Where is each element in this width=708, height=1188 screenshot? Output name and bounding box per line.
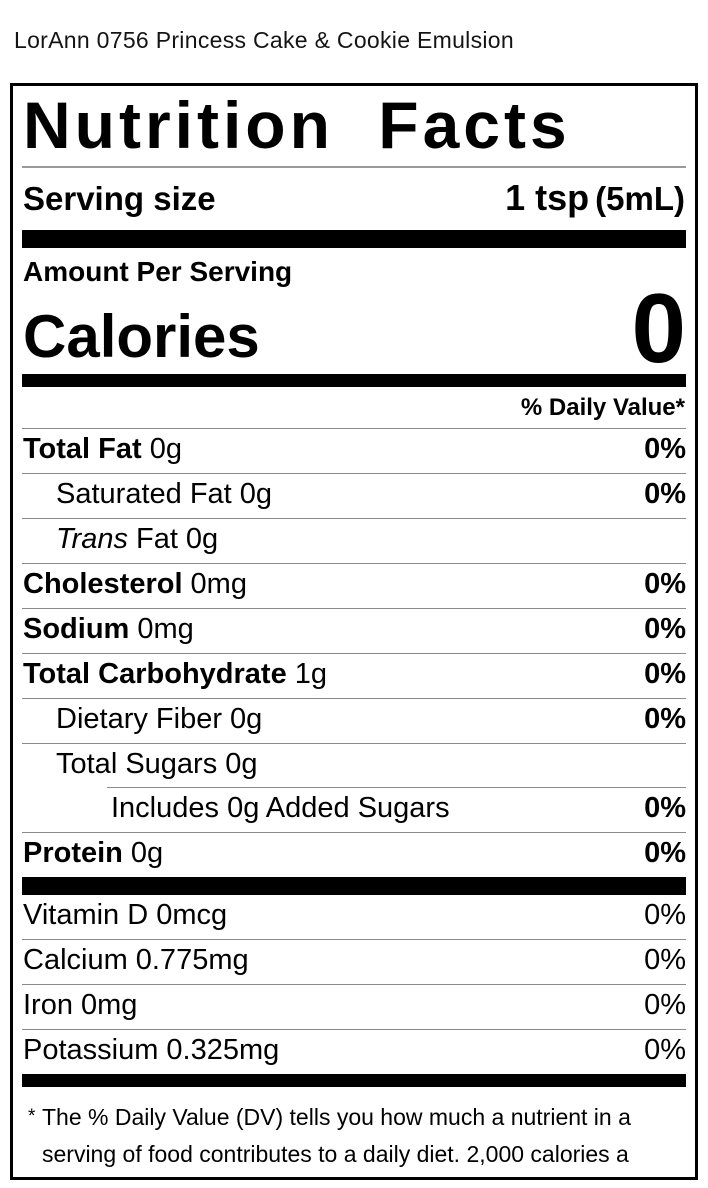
nutrient-name: Cholesterol	[23, 567, 183, 600]
divider-hairline	[22, 742, 686, 744]
footnote-line: day is used for general nutrition advice…	[42, 1173, 682, 1177]
calories-row: Calories 0	[23, 272, 686, 383]
nutrient-amount: 0g	[130, 837, 164, 870]
nutrient-row-total-carbohydrate: Total Carbohydrate 1g 0%	[22, 654, 686, 698]
nutrient-row-trans-fat: Trans Fat 0g	[22, 519, 686, 563]
divider-hairline	[22, 607, 686, 609]
nutrient-name: Total Sugars	[56, 747, 218, 780]
vitamin-dv: 0%	[644, 899, 686, 932]
vitamin-dv: 0%	[644, 1033, 686, 1066]
footnote-line: * The % Daily Value (DV) tells you how mu…	[28, 1099, 682, 1136]
vitamin-row-iron: Iron 0mg 0%	[22, 985, 686, 1029]
vitamin-amount: 0mcg	[156, 899, 228, 932]
nutrient-name: Saturated Fat	[56, 478, 232, 511]
nutrition-facts-label: Nutrition Facts Serving size 1 tsp (5mL) …	[10, 83, 698, 1180]
nutrient-dv: 0%	[644, 612, 686, 645]
nutrient-dv: 0%	[644, 657, 686, 690]
nutrient-dv: 0%	[644, 478, 686, 511]
nutrient-amount: 0mg	[190, 567, 247, 600]
serving-size-row: Serving size 1 tsp (5mL)	[22, 168, 686, 230]
nutrient-dv: 0%	[644, 837, 686, 870]
nutrient-row-cholesterol: Cholesterol 0mg 0%	[22, 564, 686, 608]
nutrient-name: Total Fat	[23, 433, 142, 466]
vitamin-row-potassium: Potassium 0.325mg 0%	[22, 1030, 686, 1074]
divider-hairline	[22, 983, 686, 985]
nutrient-name-italic: Trans	[56, 523, 128, 556]
nutrient-dv: 0%	[644, 702, 686, 735]
nutrient-dv: 0%	[644, 792, 686, 825]
serving-size-value: 1 tsp (5mL)	[505, 177, 685, 219]
footnote-line: serving of food contributes to a daily d…	[42, 1140, 629, 1167]
nutrient-name: Sodium	[23, 612, 130, 645]
divider-hairline-indented	[107, 787, 686, 789]
vitamin-name: Potassium	[23, 1033, 159, 1066]
serving-metric: (5mL)	[595, 179, 685, 217]
nutrient-name: Total Carbohydrate	[23, 657, 287, 690]
vitamin-name: Iron	[23, 988, 73, 1021]
serving-size-label: Serving size	[23, 179, 216, 217]
thick-divider-bar	[22, 229, 686, 248]
divider-hairline	[22, 939, 686, 941]
divider-hairline	[22, 518, 686, 520]
vitamin-name: Vitamin D	[23, 899, 149, 932]
daily-value-header: % Daily Value*	[520, 394, 685, 422]
divider-hairline	[22, 652, 686, 654]
divider-hairline	[22, 562, 686, 564]
nutrient-row-total-fat: Total Fat 0g 0%	[22, 429, 686, 473]
divider-hairline	[22, 473, 686, 475]
nutrient-name: Includes 0g Added Sugars	[111, 792, 450, 825]
vitamin-dv: 0%	[644, 944, 686, 977]
product-title: LorAnn 0756 Princess Cake & Cookie Emuls…	[14, 27, 514, 53]
nutrient-amount: 0g	[149, 433, 182, 466]
nutrient-dv: 0%	[644, 567, 686, 600]
nutrient-amount: 0g	[239, 478, 272, 511]
vitamin-dv: 0%	[644, 988, 686, 1021]
nutrient-amount: 0g	[225, 747, 258, 780]
nutrient-name: Fat	[135, 523, 178, 556]
nutrient-amount: 0g	[230, 702, 263, 735]
daily-value-footnote: * The % Daily Value (DV) tells you how mu…	[22, 1087, 686, 1177]
nutrient-amount: 0g	[185, 523, 219, 556]
vitamin-amount: 0.325mg	[166, 1033, 280, 1066]
nutrient-name: Dietary Fiber	[56, 702, 222, 735]
vitamin-amount: 0mg	[80, 988, 138, 1021]
footnote-asterisk: *	[28, 1105, 36, 1127]
serving-amount: 1 tsp	[505, 176, 590, 218]
nutrient-row-saturated-fat: Saturated Fat 0g 0%	[22, 474, 686, 518]
nutrient-name: Protein	[23, 837, 123, 870]
label-title: Nutrition Facts	[23, 88, 571, 162]
nutrient-row-added-sugars: Includes 0g Added Sugars 0%	[22, 788, 686, 832]
nutrient-dv: 0%	[644, 433, 686, 466]
calories-label: Calories	[23, 303, 260, 371]
nutrient-row-protein: Protein 0g 0%	[22, 833, 686, 877]
vitamin-name: Calcium	[23, 944, 128, 977]
nutrient-amount: 1g	[294, 657, 327, 690]
thick-divider-bar	[22, 877, 686, 896]
nutrient-row-sodium: Sodium 0mg 0%	[22, 609, 686, 653]
thick-divider-bar	[22, 374, 686, 388]
nutrient-amount: 0mg	[137, 612, 194, 645]
divider-hairline	[22, 697, 686, 699]
divider-hairline	[22, 165, 686, 168]
nutrient-row-dietary-fiber: Dietary Fiber 0g 0%	[22, 699, 686, 743]
vitamin-row-calcium: Calcium 0.775mg 0%	[22, 940, 686, 984]
vitamin-amount: 0.775mg	[135, 944, 249, 977]
vitamin-row-vitamin-d: Vitamin D 0mcg 0%	[22, 895, 686, 939]
nutrient-row-total-sugars: Total Sugars 0g	[22, 744, 686, 788]
divider-hairline	[22, 832, 686, 834]
divider-hairline	[22, 428, 686, 430]
thick-divider-bar	[22, 1073, 686, 1087]
calories-value: 0	[631, 272, 686, 383]
amount-per-serving-label: Amount Per Serving	[23, 255, 293, 287]
divider-hairline	[22, 1028, 686, 1030]
